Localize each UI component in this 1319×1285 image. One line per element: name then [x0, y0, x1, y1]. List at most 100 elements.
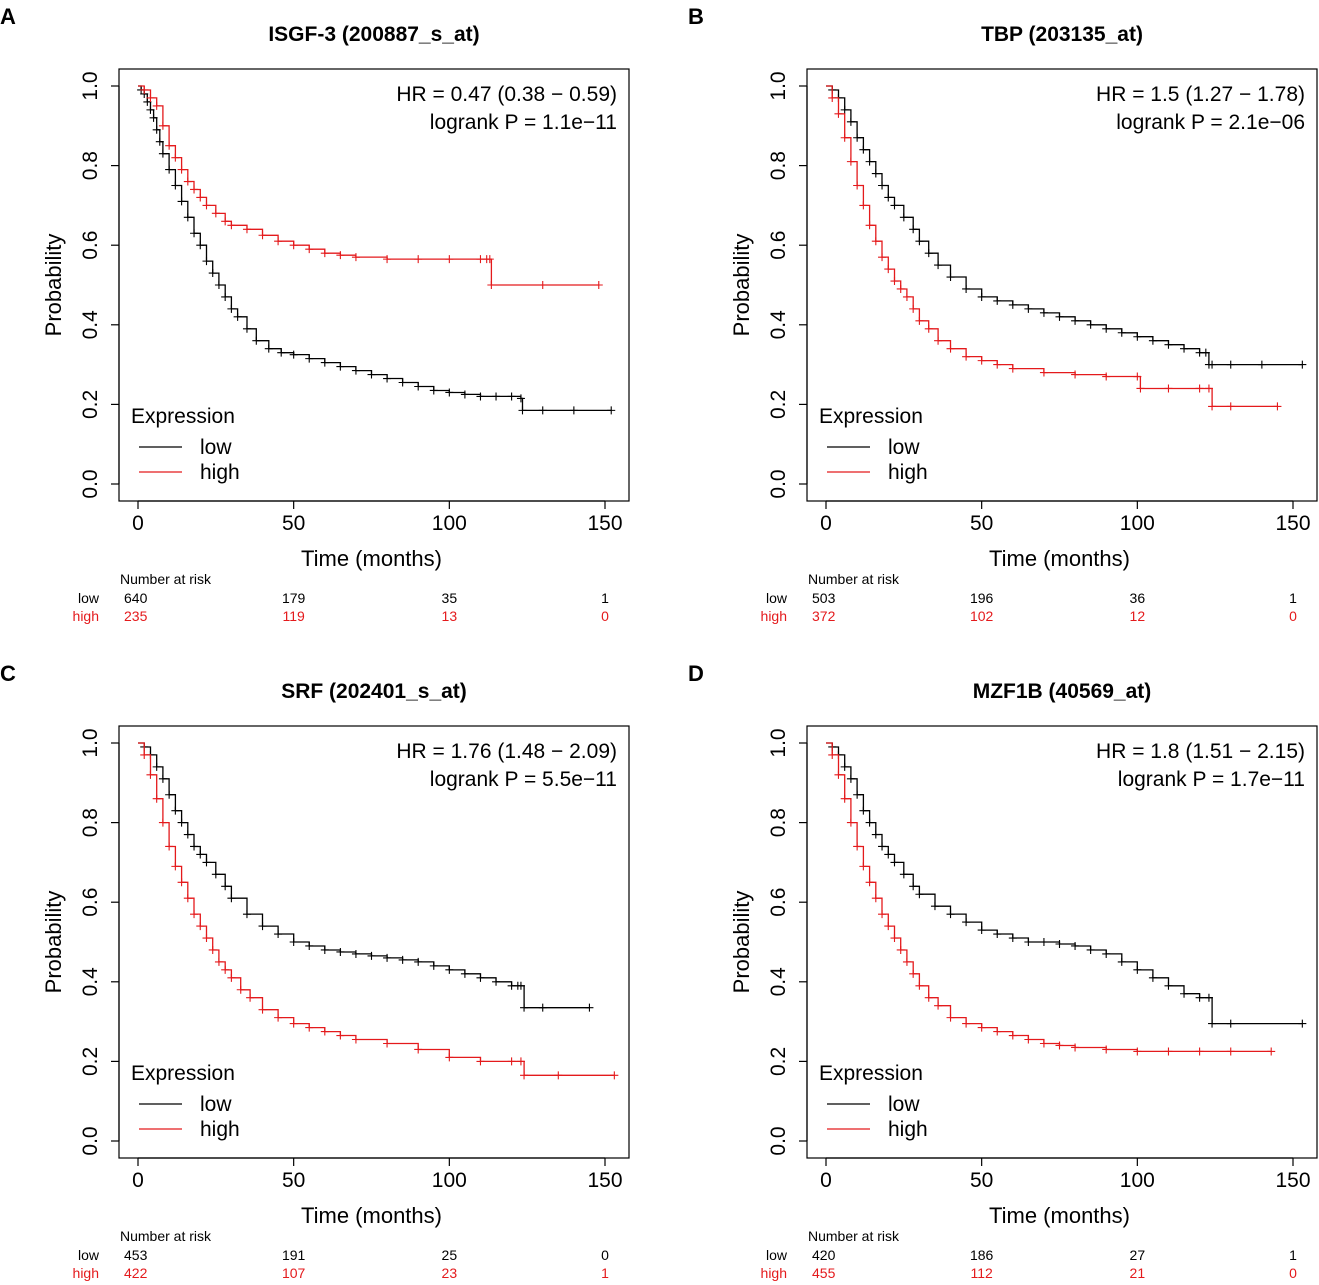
censor-mark-low: [930, 902, 939, 911]
censor-mark-low: [429, 386, 438, 395]
censor-mark-low: [1201, 348, 1210, 357]
censor-mark-high: [853, 842, 862, 851]
censor-mark-high: [977, 356, 986, 365]
hazard-ratio-text: HR = 1.5 (1.27 − 1.78): [1096, 83, 1305, 106]
censor-mark-high: [165, 141, 174, 150]
censor-mark-high: [242, 225, 251, 234]
x-tick-label: 150: [587, 512, 622, 535]
censor-mark-low: [320, 358, 329, 367]
x-tick-label: 0: [132, 512, 144, 535]
censor-mark-low: [516, 394, 525, 403]
censor-mark-low: [853, 133, 862, 142]
censor-mark-high: [227, 973, 236, 982]
censor-mark-high: [140, 85, 149, 94]
censor-mark-low: [871, 830, 880, 839]
censor-mark-high: [890, 277, 899, 286]
chart-title: MZF1B (40569_at): [973, 680, 1152, 703]
censor-mark-low: [460, 390, 469, 399]
risk-count: 25: [442, 1247, 458, 1263]
x-tick-label: 0: [132, 1169, 144, 1192]
legend-label-low: low: [888, 1093, 920, 1116]
censor-mark-low: [607, 406, 616, 415]
censor-mark-low: [367, 370, 376, 379]
survival-curve-high: [138, 742, 615, 1076]
risk-count: 235: [124, 608, 148, 624]
censor-mark-high: [962, 1019, 971, 1028]
censor-mark-low: [336, 947, 345, 956]
censor-mark-high: [962, 352, 971, 361]
censor-mark-high: [1208, 402, 1217, 411]
risk-count: 191: [282, 1247, 306, 1263]
censor-mark-high: [594, 281, 603, 289]
censor-mark-low: [274, 930, 283, 939]
censor-mark-high: [258, 1005, 267, 1014]
censor-mark-low: [196, 850, 205, 859]
risk-count: 13: [442, 608, 458, 624]
censor-mark-low: [846, 117, 855, 126]
censor-mark-low: [859, 145, 868, 154]
x-axis-label: Time (months): [989, 546, 1130, 571]
censor-mark-low: [149, 113, 158, 122]
censor-mark-low: [946, 910, 955, 919]
logrank-p-text: logrank P = 2.1e−06: [1116, 111, 1305, 134]
censor-mark-high: [538, 281, 547, 289]
censor-mark-high: [865, 221, 874, 230]
censor-mark-low: [367, 951, 376, 960]
censor-mark-high: [1226, 402, 1235, 411]
y-tick-label: 1.0: [79, 71, 102, 100]
censor-mark-low: [476, 392, 485, 401]
censor-mark-high: [1133, 372, 1142, 381]
risk-count: 1: [601, 590, 609, 606]
censor-mark-high: [946, 344, 955, 353]
censor-mark-low: [208, 269, 217, 278]
censor-mark-high: [487, 281, 496, 289]
censor-mark-low: [221, 292, 230, 301]
censor-mark-high: [289, 1019, 298, 1028]
censor-mark-high: [336, 251, 345, 260]
censor-mark-high: [902, 957, 911, 966]
censor-mark-low: [1102, 949, 1111, 958]
censor-mark-low: [429, 961, 438, 970]
y-tick-label: 0.8: [767, 151, 790, 180]
chart-title: ISGF-3 (200887_s_at): [268, 23, 479, 46]
censor-mark-low: [445, 388, 454, 397]
censor-mark-low: [924, 249, 933, 258]
x-tick-label: 50: [282, 1169, 305, 1192]
censor-mark-low: [1133, 965, 1142, 974]
censor-mark-low: [899, 213, 908, 222]
censor-mark-high: [183, 894, 192, 903]
censor-mark-high: [840, 794, 849, 803]
chart-title: SRF (202401_s_at): [281, 680, 467, 703]
censor-mark-low: [1148, 973, 1157, 982]
x-tick-label: 100: [432, 1169, 467, 1192]
censor-mark-low: [846, 774, 855, 783]
panel-letter: C: [0, 661, 16, 686]
censor-mark-high: [946, 1013, 955, 1022]
censor-mark-low: [569, 406, 578, 415]
risk-count: 420: [812, 1247, 836, 1263]
censor-mark-high: [158, 818, 167, 827]
km-panel-c: C SRF (202401_s_at) 0 50 100 150 Time (months)…: [0, 661, 630, 1281]
censor-mark-low: [1195, 993, 1204, 1002]
censor-mark-high: [476, 1057, 485, 1066]
x-tick-label: 100: [1120, 1169, 1155, 1192]
censor-mark-high: [1195, 384, 1204, 393]
censor-mark-high: [878, 910, 887, 919]
censor-mark-low: [1204, 993, 1213, 1002]
censor-mark-high: [177, 878, 186, 887]
y-tick-label: 0.4: [767, 310, 790, 340]
censor-mark-low: [1102, 324, 1111, 333]
censor-mark-low: [398, 378, 407, 387]
censor-mark-high: [274, 1013, 283, 1022]
risk-count: 35: [442, 590, 458, 606]
censor-mark-low: [840, 105, 849, 114]
risk-row-label: low: [78, 1247, 100, 1263]
hazard-ratio-text: HR = 0.47 (0.38 − 0.59): [396, 83, 617, 106]
y-tick-label: 0.4: [79, 310, 102, 340]
censor-mark-high: [1071, 370, 1080, 379]
risk-row-label: high: [761, 1265, 787, 1281]
censor-mark-low: [196, 241, 205, 250]
censor-mark-low: [383, 374, 392, 383]
risk-count: 1: [601, 1265, 609, 1281]
